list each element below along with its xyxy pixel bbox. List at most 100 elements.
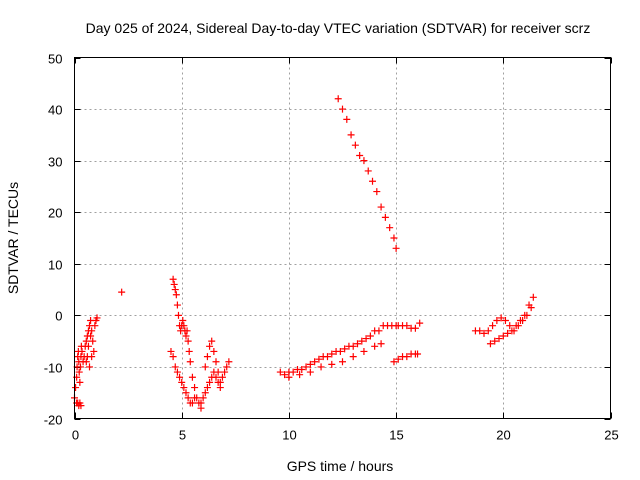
- y-tick-label: 30: [48, 155, 62, 170]
- data-point: [88, 327, 96, 335]
- x-tick-label: 20: [496, 428, 510, 443]
- data-point: [180, 384, 188, 392]
- data-point: [206, 342, 214, 350]
- data-point: [328, 360, 336, 368]
- data-point: [276, 368, 284, 376]
- data-point: [174, 311, 182, 319]
- series-segment-16h: [394, 319, 424, 332]
- plot-frame: [74, 57, 611, 419]
- data-point: [171, 286, 179, 294]
- data-point: [499, 332, 507, 340]
- data-point: [504, 329, 512, 337]
- y-tick-label: 20: [48, 206, 62, 221]
- data-point: [351, 141, 359, 149]
- data-point: [201, 363, 209, 371]
- data-point: [199, 394, 207, 402]
- x-tick-label: 10: [282, 428, 296, 443]
- data-point: [476, 327, 484, 335]
- data-point: [491, 337, 499, 345]
- data-point: [360, 347, 368, 355]
- data-point: [225, 358, 233, 366]
- y-tick-label: -20: [44, 413, 63, 428]
- data-point: [77, 402, 85, 410]
- series-rising-track: [276, 322, 400, 379]
- data-point: [508, 327, 516, 335]
- data-point: [525, 301, 533, 309]
- data-point: [495, 335, 503, 343]
- data-point: [93, 314, 101, 322]
- data-point: [197, 399, 205, 407]
- data-point: [414, 350, 422, 358]
- data-point: [203, 384, 211, 392]
- x-axis-label: GPS time / hours: [287, 458, 394, 474]
- data-point: [529, 293, 537, 301]
- data-point: [317, 363, 325, 371]
- data-point: [87, 332, 95, 340]
- data-point: [403, 353, 411, 361]
- data-point: [285, 373, 293, 381]
- data-point: [347, 131, 355, 139]
- data-point: [512, 322, 520, 330]
- y-tick-label: -10: [44, 361, 63, 376]
- data-point: [360, 157, 368, 165]
- series-evening-loop-b: [486, 293, 537, 348]
- data-point: [203, 353, 211, 361]
- data-point: [84, 342, 92, 350]
- y-tick-label: 40: [48, 103, 62, 118]
- data-point: [349, 342, 357, 350]
- data-point: [392, 244, 400, 252]
- data-point: [328, 350, 336, 358]
- data-point: [218, 373, 226, 381]
- chart-title: Day 025 of 2024, Sidereal Day-to-day VTE…: [86, 20, 591, 36]
- data-point: [76, 378, 84, 386]
- data-point: [369, 177, 377, 185]
- data-points: [71, 95, 537, 412]
- series-descending-track: [334, 95, 400, 252]
- data-point: [170, 280, 178, 288]
- data-point: [201, 389, 209, 397]
- axis-ticks: 0 5 10 15 20 25 -20 -10 0 10 20 30 40 50: [44, 52, 619, 443]
- data-point: [169, 275, 177, 283]
- data-point: [296, 371, 304, 379]
- data-point: [375, 327, 383, 335]
- data-point: [339, 105, 346, 113]
- data-point: [173, 368, 181, 376]
- data-point: [206, 378, 214, 386]
- series-noon-cluster-c: [197, 337, 233, 407]
- data-point: [411, 324, 419, 332]
- x-tick-label: 0: [72, 428, 79, 443]
- data-point: [356, 151, 364, 159]
- data-point: [339, 358, 346, 366]
- data-point: [221, 368, 229, 376]
- data-point: [208, 337, 216, 345]
- data-point: [506, 322, 514, 330]
- data-point: [77, 363, 85, 371]
- data-point: [390, 358, 398, 366]
- data-point: [180, 322, 188, 330]
- data-point: [281, 371, 289, 379]
- y-tick-label: 10: [48, 258, 62, 273]
- data-point: [521, 311, 529, 319]
- data-point: [480, 329, 488, 337]
- data-point: [403, 322, 411, 330]
- data-point: [501, 317, 509, 325]
- data-point: [289, 368, 297, 376]
- data-point: [373, 188, 381, 196]
- data-point: [167, 347, 175, 355]
- data-point: [191, 384, 199, 392]
- y-tick-label: 50: [48, 52, 62, 67]
- data-point: [416, 319, 424, 327]
- data-point: [72, 384, 80, 392]
- data-point: [176, 373, 184, 381]
- y-tick-label: 0: [55, 309, 62, 324]
- data-point: [302, 363, 310, 371]
- data-point: [343, 115, 351, 123]
- data-point: [182, 389, 190, 397]
- data-point: [78, 347, 86, 355]
- data-point: [349, 353, 357, 361]
- data-point: [223, 363, 231, 371]
- data-point: [182, 332, 190, 340]
- data-point: [377, 340, 385, 348]
